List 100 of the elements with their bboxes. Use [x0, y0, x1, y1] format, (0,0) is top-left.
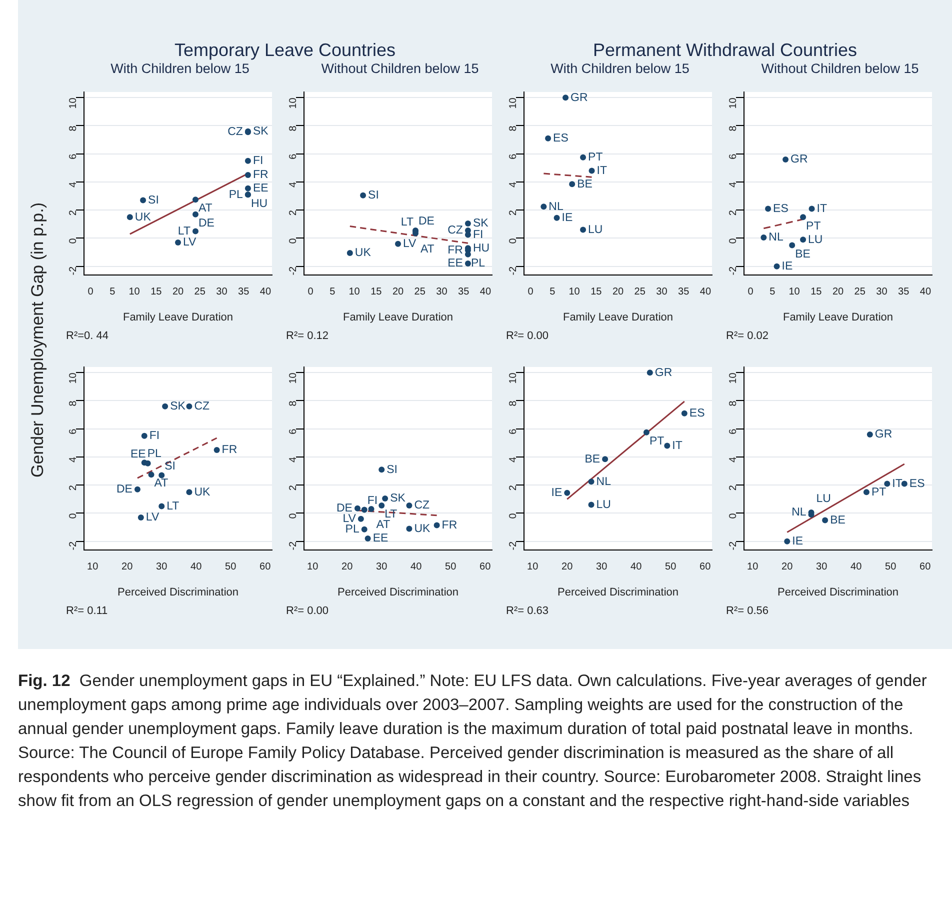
annotation: UK: [414, 522, 431, 535]
x-tick-label: 0: [748, 286, 754, 298]
annotation: FR: [252, 169, 268, 182]
annotation: GR: [874, 428, 892, 441]
annotation: PL: [228, 188, 244, 201]
annotation: BE: [584, 453, 600, 466]
annotation: SK: [170, 400, 186, 413]
y-tick-label: 10: [728, 97, 739, 109]
annotation: IE: [792, 536, 804, 548]
annotation: SI: [164, 460, 176, 472]
annotation: SI: [148, 194, 159, 206]
annotation: ES: [689, 408, 706, 420]
annotation: BE: [577, 178, 593, 190]
x-tick-label: 35: [238, 286, 250, 298]
y-tick-label: 4: [728, 456, 739, 463]
x-tick-label: 35: [458, 286, 470, 298]
text: R²= 0.63: [506, 605, 550, 619]
annotation: ES: [773, 202, 789, 215]
x-tick-label: 40: [700, 286, 712, 298]
x-tick-label: 10: [128, 286, 140, 298]
x-tick-label: 5: [550, 286, 556, 298]
x-axis-title: Family Leave Duration: [122, 311, 234, 324]
y-tick-label: 2: [68, 210, 79, 216]
y-tick-label: 6: [288, 428, 299, 434]
x-tick-label: 25: [634, 286, 646, 298]
annotation: BE: [795, 248, 811, 260]
y-tick-label: 2: [728, 210, 739, 216]
y-tick-label: 10: [68, 372, 79, 384]
y-tick-label: 10: [288, 97, 299, 109]
y-tick-label: 0: [68, 238, 79, 244]
annotation: IT: [596, 164, 607, 177]
y-tick-label: 10: [728, 372, 739, 384]
x-tick-label: 10: [527, 562, 539, 573]
annotation: LU: [816, 492, 831, 505]
x-tick-label: 20: [172, 286, 184, 298]
x-tick-label: 30: [596, 562, 608, 573]
annotation: AT: [154, 478, 168, 490]
x-tick-label: 20: [122, 562, 134, 573]
y-tick-label: 6: [288, 153, 299, 160]
text: Fig. 12: [18, 672, 70, 690]
y-tick-label: 10: [68, 97, 79, 109]
annotation: FR: [222, 444, 238, 456]
annotation: AT: [198, 202, 212, 215]
x-tick-label: 35: [898, 286, 910, 298]
x-tick-label: 20: [782, 562, 794, 573]
y-tick-label: 0: [508, 512, 519, 519]
y-tick-label: 4: [728, 182, 739, 188]
x-tick-label: 30: [156, 562, 168, 573]
y-tick-label: 8: [728, 125, 739, 132]
annotation: AT: [420, 243, 434, 256]
x-axis-title: Perceived Discrimination: [557, 586, 679, 598]
x-tick-label: 30: [376, 562, 388, 573]
annotation: CZ: [414, 500, 430, 512]
text: R²= 0.02: [726, 330, 770, 344]
y-tick-label: -2: [728, 540, 739, 550]
y-tick-label: 0: [68, 512, 79, 519]
x-axis-title: Perceived Discrimination: [777, 586, 899, 598]
y-tick-label: 4: [68, 456, 79, 463]
annotation: PT: [649, 436, 664, 448]
annotation: LT: [166, 500, 180, 512]
annotation: HU: [250, 198, 268, 210]
y-tick-label: -2: [508, 540, 519, 550]
x-tick-label: 15: [370, 286, 382, 298]
x-tick-label: 30: [656, 286, 668, 298]
y-tick-label: 2: [288, 210, 299, 216]
annotation: IT: [892, 478, 902, 490]
y-tick-label: -2: [288, 266, 299, 276]
y-tick-label: 8: [288, 400, 299, 406]
x-tick-label: 5: [330, 286, 336, 298]
x-tick-label: 50: [665, 562, 677, 573]
text: R²=0. 44: [66, 330, 110, 344]
y-tick-label: 0: [288, 238, 299, 244]
annotation: EE: [448, 258, 464, 270]
x-tick-label: 10: [348, 286, 360, 298]
annotation: PL: [470, 258, 486, 270]
y-tick-label: 0: [728, 238, 739, 244]
x-tick-label: 25: [414, 286, 426, 298]
y-tick-label: 6: [68, 428, 79, 434]
annotation: IT: [672, 440, 682, 452]
annotation: EE: [130, 448, 146, 460]
y-tick-label: 2: [68, 484, 79, 491]
x-tick-label: 40: [190, 562, 202, 573]
x-axis-title: Perceived Discrimination: [337, 586, 459, 598]
y-tick-label: 8: [68, 400, 79, 406]
annotation: NL: [548, 200, 564, 213]
x-tick-label: 50: [225, 562, 237, 573]
x-axis-title: Family Leave Duration: [782, 311, 894, 324]
annotation: LT: [400, 216, 414, 228]
annotation: NL: [792, 506, 807, 519]
annotation: IE: [782, 260, 793, 273]
y-tick-label: 8: [728, 400, 739, 406]
annotation: NL: [768, 232, 784, 244]
x-tick-label: 35: [678, 286, 690, 298]
x-tick-label: 10: [788, 286, 800, 298]
annotation: NL: [596, 476, 612, 488]
x-tick-label: 10: [307, 562, 319, 573]
x-tick-label: 0: [528, 286, 534, 298]
chart-subtitle: Without Children below 15: [320, 61, 480, 78]
y-tick-label: 2: [288, 484, 299, 491]
x-axis-title: Family Leave Duration: [342, 311, 454, 324]
